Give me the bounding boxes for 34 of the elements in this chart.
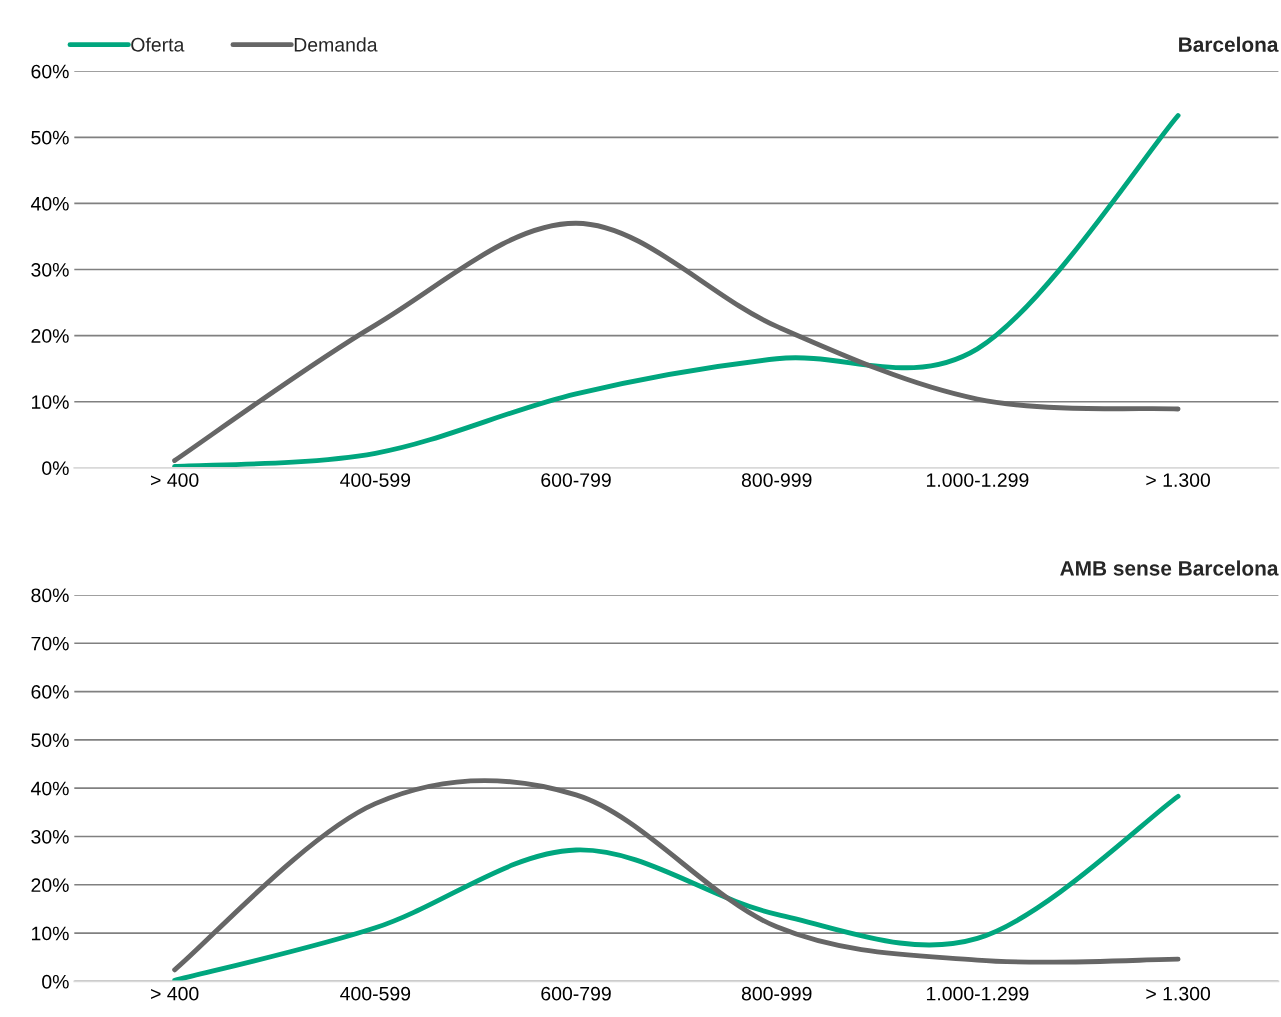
legend-label: Demanda: [294, 37, 378, 52]
x-tick-label: 600-799: [541, 986, 611, 1001]
line-series: [172, 113, 1181, 468]
y-tick-label: 30%: [31, 262, 69, 277]
x-tick-label: 400-599: [340, 986, 411, 1001]
y-tick-label: 10%: [32, 926, 69, 941]
y-tick-label: 0%: [42, 461, 69, 476]
x-tick-label: 400-599: [340, 473, 411, 487]
x-tick-label: 800-999: [741, 986, 812, 1001]
y-tick-label: 60%: [31, 64, 69, 79]
legend-label: Oferta: [131, 37, 185, 52]
y-tick-label: 70%: [31, 636, 69, 651]
x-tick-label: > 400: [151, 986, 199, 1001]
x-tick-label: > 1.300: [1146, 473, 1211, 487]
y-tick-label: 10%: [32, 395, 69, 409]
x-tick-label: 1.000-1.299: [926, 473, 1029, 487]
y-tick-label: 0%: [42, 974, 69, 989]
x-tick-label: 600-799: [541, 473, 611, 487]
x-tick-label: > 400: [151, 473, 199, 487]
y-tick-label: 40%: [30, 196, 69, 211]
chart-title: AMB sense Barcelona: [1060, 560, 1279, 576]
chart-title: Barcelona: [1179, 36, 1279, 52]
x-tick-label: 1.000-1.299: [926, 986, 1029, 1001]
y-tick-label: 60%: [31, 685, 69, 699]
y-tick-label: 80%: [31, 588, 69, 603]
y-tick-label: 30%: [31, 829, 69, 844]
y-tick-label: 50%: [31, 733, 69, 748]
y-tick-label: 20%: [31, 329, 69, 343]
x-tick-label: 800-999: [741, 473, 812, 487]
line-series: [172, 220, 1181, 463]
y-tick-label: 40%: [30, 781, 69, 796]
y-tick-label: 50%: [31, 130, 69, 145]
y-tick-label: 20%: [31, 878, 69, 893]
x-tick-label: > 1.300: [1146, 986, 1211, 1001]
